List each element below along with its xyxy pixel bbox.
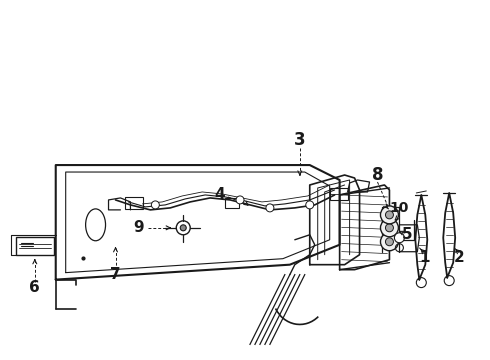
Circle shape <box>306 201 314 209</box>
Circle shape <box>380 233 398 251</box>
Circle shape <box>266 204 274 212</box>
Circle shape <box>386 211 393 219</box>
Circle shape <box>180 225 186 231</box>
Circle shape <box>386 224 393 232</box>
Text: 6: 6 <box>29 280 40 295</box>
Bar <box>16 237 54 255</box>
Bar <box>125 197 144 209</box>
Text: 8: 8 <box>372 166 383 184</box>
Text: 1: 1 <box>419 250 430 265</box>
Bar <box>330 188 347 200</box>
Text: 4: 4 <box>215 188 225 202</box>
Circle shape <box>151 201 159 209</box>
Text: 10: 10 <box>390 201 409 215</box>
Text: 9: 9 <box>133 220 144 235</box>
Circle shape <box>394 233 404 243</box>
Bar <box>225 198 239 208</box>
Text: 2: 2 <box>454 250 465 265</box>
Text: 7: 7 <box>110 267 121 282</box>
Circle shape <box>236 196 244 204</box>
Text: 5: 5 <box>402 227 413 242</box>
Circle shape <box>386 238 393 246</box>
Circle shape <box>380 219 398 237</box>
Text: 3: 3 <box>294 131 306 149</box>
Circle shape <box>380 206 398 224</box>
